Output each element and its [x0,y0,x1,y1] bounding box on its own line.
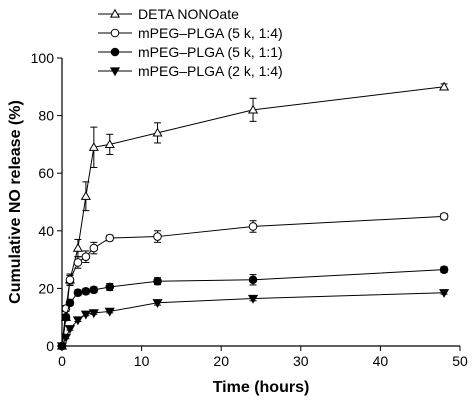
data-point [72,242,83,252]
data-point [439,212,449,221]
data-point [73,258,83,267]
data-point [65,298,75,308]
data-point [88,309,99,319]
series-2 [57,265,449,351]
data-point [152,127,163,137]
legend: DETA NONOate mPEG–PLGA (5 k, 1:4) mPEG–PLG… [98,6,283,79]
data-point [105,233,115,243]
data-point [153,232,162,241]
x-tick-label: 50 [452,353,468,369]
y-tick-label: 100 [31,50,55,66]
legend-label: mPEG–PLGA (5 k, 1:1) [138,44,283,60]
data-point [61,312,71,322]
y-tick-label: 20 [38,280,54,296]
data-point [89,243,99,253]
data-point [105,282,115,292]
legend-label: mPEG–PLGA (2 k, 1:4) [138,63,283,79]
series-layer [56,81,450,352]
data-point [88,142,99,151]
data-point [439,289,450,298]
legend-item-1: mPEG–PLGA (5 k, 1:4) [98,25,283,41]
data-point [80,310,91,320]
data-point [104,139,115,149]
series-0 [56,81,450,350]
data-point [152,299,163,309]
series-1 [57,212,449,351]
data-point [248,275,258,285]
data-point [89,285,99,295]
legend-marker [110,47,120,57]
data-point [81,252,91,262]
data-point [153,276,162,286]
legend-item-3: mPEG–PLGA (2 k, 1:4) [98,63,283,79]
series-line [61,292,445,347]
y-axis-label: Cumulative NO release (%) [7,100,24,304]
data-point [439,265,449,274]
legend-item-2: mPEG–PLGA (5 k, 1:1) [98,44,283,60]
data-point [81,286,91,296]
data-point [248,222,258,231]
legend-label: DETA NONOate [138,6,239,22]
axes: 0 10 20 30 40 50 0 20 40 60 80 100 [31,50,468,369]
data-point [247,104,259,114]
x-tick-label: 30 [293,353,309,369]
data-point [72,316,83,326]
data-point [73,288,83,298]
data-point [80,191,91,200]
y-tick-label: 0 [46,338,54,354]
x-tick-label: 40 [373,353,389,369]
data-point [104,307,115,317]
x-axis-label: Time (hours) [213,379,310,396]
legend-marker [110,28,120,38]
series-line [61,86,445,347]
series-line [61,215,445,347]
y-tick-label: 40 [38,223,54,239]
x-tick-label: 20 [213,353,229,369]
legend-label: mPEG–PLGA (5 k, 1:4) [138,25,283,41]
data-point [247,294,259,304]
legend-marker [109,8,121,18]
data-point [64,325,76,334]
y-tick-label: 80 [38,108,54,124]
data-point [439,81,450,91]
x-tick-label: 10 [134,353,150,369]
y-tick-label: 60 [38,165,54,181]
series-3 [56,289,450,352]
data-point [60,333,72,343]
x-tick-label: 0 [58,353,66,369]
legend-item-0: DETA NONOate [98,6,239,22]
data-point [65,275,75,285]
legend-marker [109,67,121,77]
data-point [56,342,68,352]
